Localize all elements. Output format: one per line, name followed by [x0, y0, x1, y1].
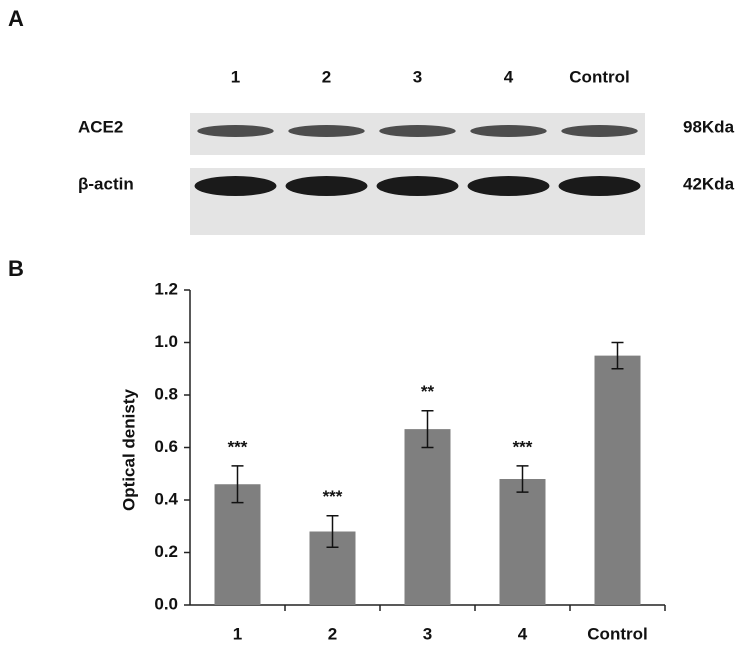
significance: *** — [323, 487, 343, 506]
bar — [594, 355, 641, 605]
band — [467, 176, 550, 196]
error-bar — [516, 465, 529, 493]
x-tick-label: Control — [587, 624, 647, 643]
band — [470, 125, 547, 137]
significance: *** — [228, 437, 248, 456]
panel-label: A — [8, 6, 24, 31]
bar — [404, 429, 451, 605]
band — [558, 176, 641, 196]
x-tick-label: 1 — [233, 624, 242, 643]
lane-label: Control — [569, 67, 629, 86]
size-label: 98Kda — [683, 117, 735, 136]
panel-label: B — [8, 256, 24, 281]
y-tick-label: 0.2 — [154, 542, 178, 561]
error-bar — [421, 410, 434, 449]
lane-label: 3 — [413, 67, 422, 86]
band — [379, 125, 456, 137]
x-tick-label: 4 — [518, 624, 528, 643]
row-label: β-actin — [78, 174, 134, 193]
y-tick-label: 0.6 — [154, 437, 178, 456]
band — [197, 125, 274, 137]
lane-label: 2 — [322, 67, 331, 86]
band — [376, 176, 459, 196]
x-tick-label: 3 — [423, 624, 432, 643]
error-bar — [231, 465, 244, 504]
y-tick-label: 1.2 — [154, 279, 178, 298]
band — [288, 125, 365, 137]
row-label: ACE2 — [78, 117, 123, 136]
significance: ** — [421, 382, 435, 401]
band — [285, 176, 368, 196]
y-tick-label: 0.8 — [154, 384, 178, 403]
bar — [499, 479, 546, 605]
bar — [214, 484, 261, 605]
y-axis-label: Optical denisty — [119, 389, 138, 511]
significance: *** — [513, 437, 533, 456]
y-tick-label: 1.0 — [154, 332, 178, 351]
y-tick-label: 0.0 — [154, 594, 178, 613]
lane-label: 1 — [231, 67, 240, 86]
band — [561, 125, 638, 137]
error-bar — [326, 515, 339, 548]
band — [194, 176, 277, 196]
error-bar — [611, 341, 624, 370]
y-tick-label: 0.4 — [154, 489, 178, 508]
x-tick-label: 2 — [328, 624, 337, 643]
size-label: 42Kda — [683, 174, 735, 193]
lane-label: 4 — [504, 67, 514, 86]
